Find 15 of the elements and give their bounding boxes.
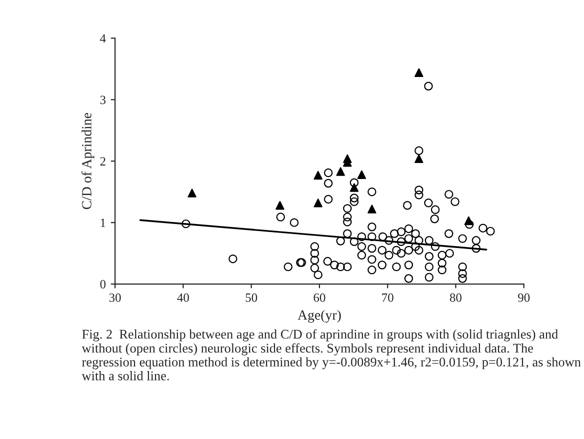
x-tick-label: 50 <box>246 293 258 302</box>
x-tick-label: 60 <box>314 293 326 302</box>
x-tick-label: 70 <box>382 293 394 302</box>
x-tick-label: 30 <box>109 293 121 302</box>
x-tick-label: 80 <box>450 293 462 302</box>
y-tick-label: 2 <box>100 157 106 166</box>
x-axis-title: Age(yr) <box>298 310 341 323</box>
y-tick-label: 3 <box>100 96 106 104</box>
y-tick-label: 1 <box>100 218 106 227</box>
y-tick-label: 4 <box>100 34 106 43</box>
x-tick-label: 40 <box>177 293 189 302</box>
caption: Fig. 2 Relationship between age and C/D of aprindine in groups with (solid triagnles) and without (open circles) neurologic side effects. Symbols represent individual data. The regression equation method is determined by y=-0.0089x+1.46, r2=0.0159, p=0.121, as shown with a solid line. <box>82 329 581 380</box>
y-axis-title: C/D of Aprindine <box>81 112 94 210</box>
y-tick-label: 0 <box>100 280 106 288</box>
x-tick-label: 90 <box>518 293 530 302</box>
